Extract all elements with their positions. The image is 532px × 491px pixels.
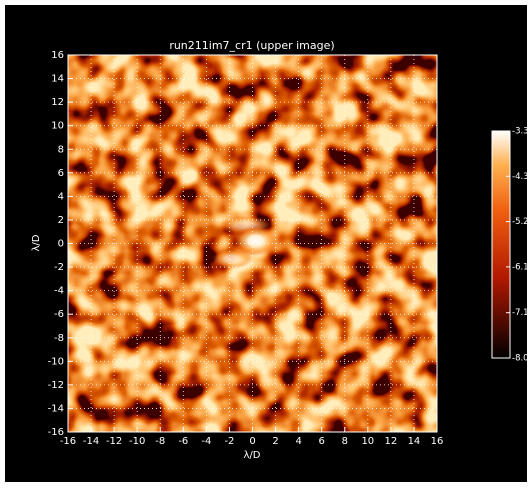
y-axis-label: λ/D: [31, 234, 42, 251]
colorbar-tick-label: -8.03: [512, 354, 532, 364]
y-tick-label: -4: [54, 286, 64, 297]
x-tick-label: -2: [224, 436, 234, 447]
y-tick-label: -6: [54, 309, 64, 320]
y-tick-label: 16: [51, 50, 64, 61]
x-tick-label: 16: [431, 436, 444, 447]
x-tick-label: 6: [319, 436, 325, 447]
x-tick-label: -16: [60, 436, 76, 447]
y-tick-label: -10: [48, 356, 64, 367]
x-tick-label: -10: [129, 436, 145, 447]
y-tick-label: 4: [58, 191, 64, 202]
y-tick-label: 10: [51, 121, 64, 132]
y-tick-label: 0: [58, 239, 64, 250]
x-tick-label: 10: [361, 436, 374, 447]
colorbar-tick-label: -3.37: [512, 127, 532, 137]
colorbar-tick-label: -4.30: [512, 172, 532, 182]
x-tick-label: 0: [249, 436, 255, 447]
y-tick-label: 6: [58, 168, 64, 179]
core: [234, 226, 278, 256]
chart-title: run211im7_cr1 (upper image): [169, 39, 334, 52]
y-tick-label: 12: [51, 97, 64, 108]
x-tick-label: 8: [342, 436, 348, 447]
x-tick-label: -14: [83, 436, 99, 447]
ring: [212, 249, 252, 269]
x-tick-label: -8: [155, 436, 165, 447]
y-tick-label: 14: [51, 74, 64, 85]
y-tick-label: 8: [58, 144, 64, 155]
y-tick-label: -8: [54, 333, 64, 344]
y-tick-label: -2: [54, 262, 64, 273]
colorbar-tick-label: -6.16: [512, 262, 532, 272]
x-tick-label: -12: [106, 436, 122, 447]
y-tick-label: 2: [58, 215, 64, 226]
y-tick-label: -12: [48, 380, 64, 391]
colorbar-tick-label: -5.23: [512, 217, 532, 227]
y-tick-label: -16: [48, 427, 64, 438]
x-tick-label: 2: [272, 436, 278, 447]
colorbar: [491, 130, 511, 359]
x-tick-label: -4: [201, 436, 211, 447]
x-tick-label: 4: [295, 436, 301, 447]
y-tick-label: -14: [48, 403, 64, 414]
x-tick-label: -6: [178, 436, 188, 447]
colorbar-tick-label: -7.10: [512, 308, 532, 318]
x-tick-label: 12: [385, 436, 398, 447]
x-tick-label: 14: [408, 436, 421, 447]
x-axis-label: λ/D: [244, 450, 261, 461]
